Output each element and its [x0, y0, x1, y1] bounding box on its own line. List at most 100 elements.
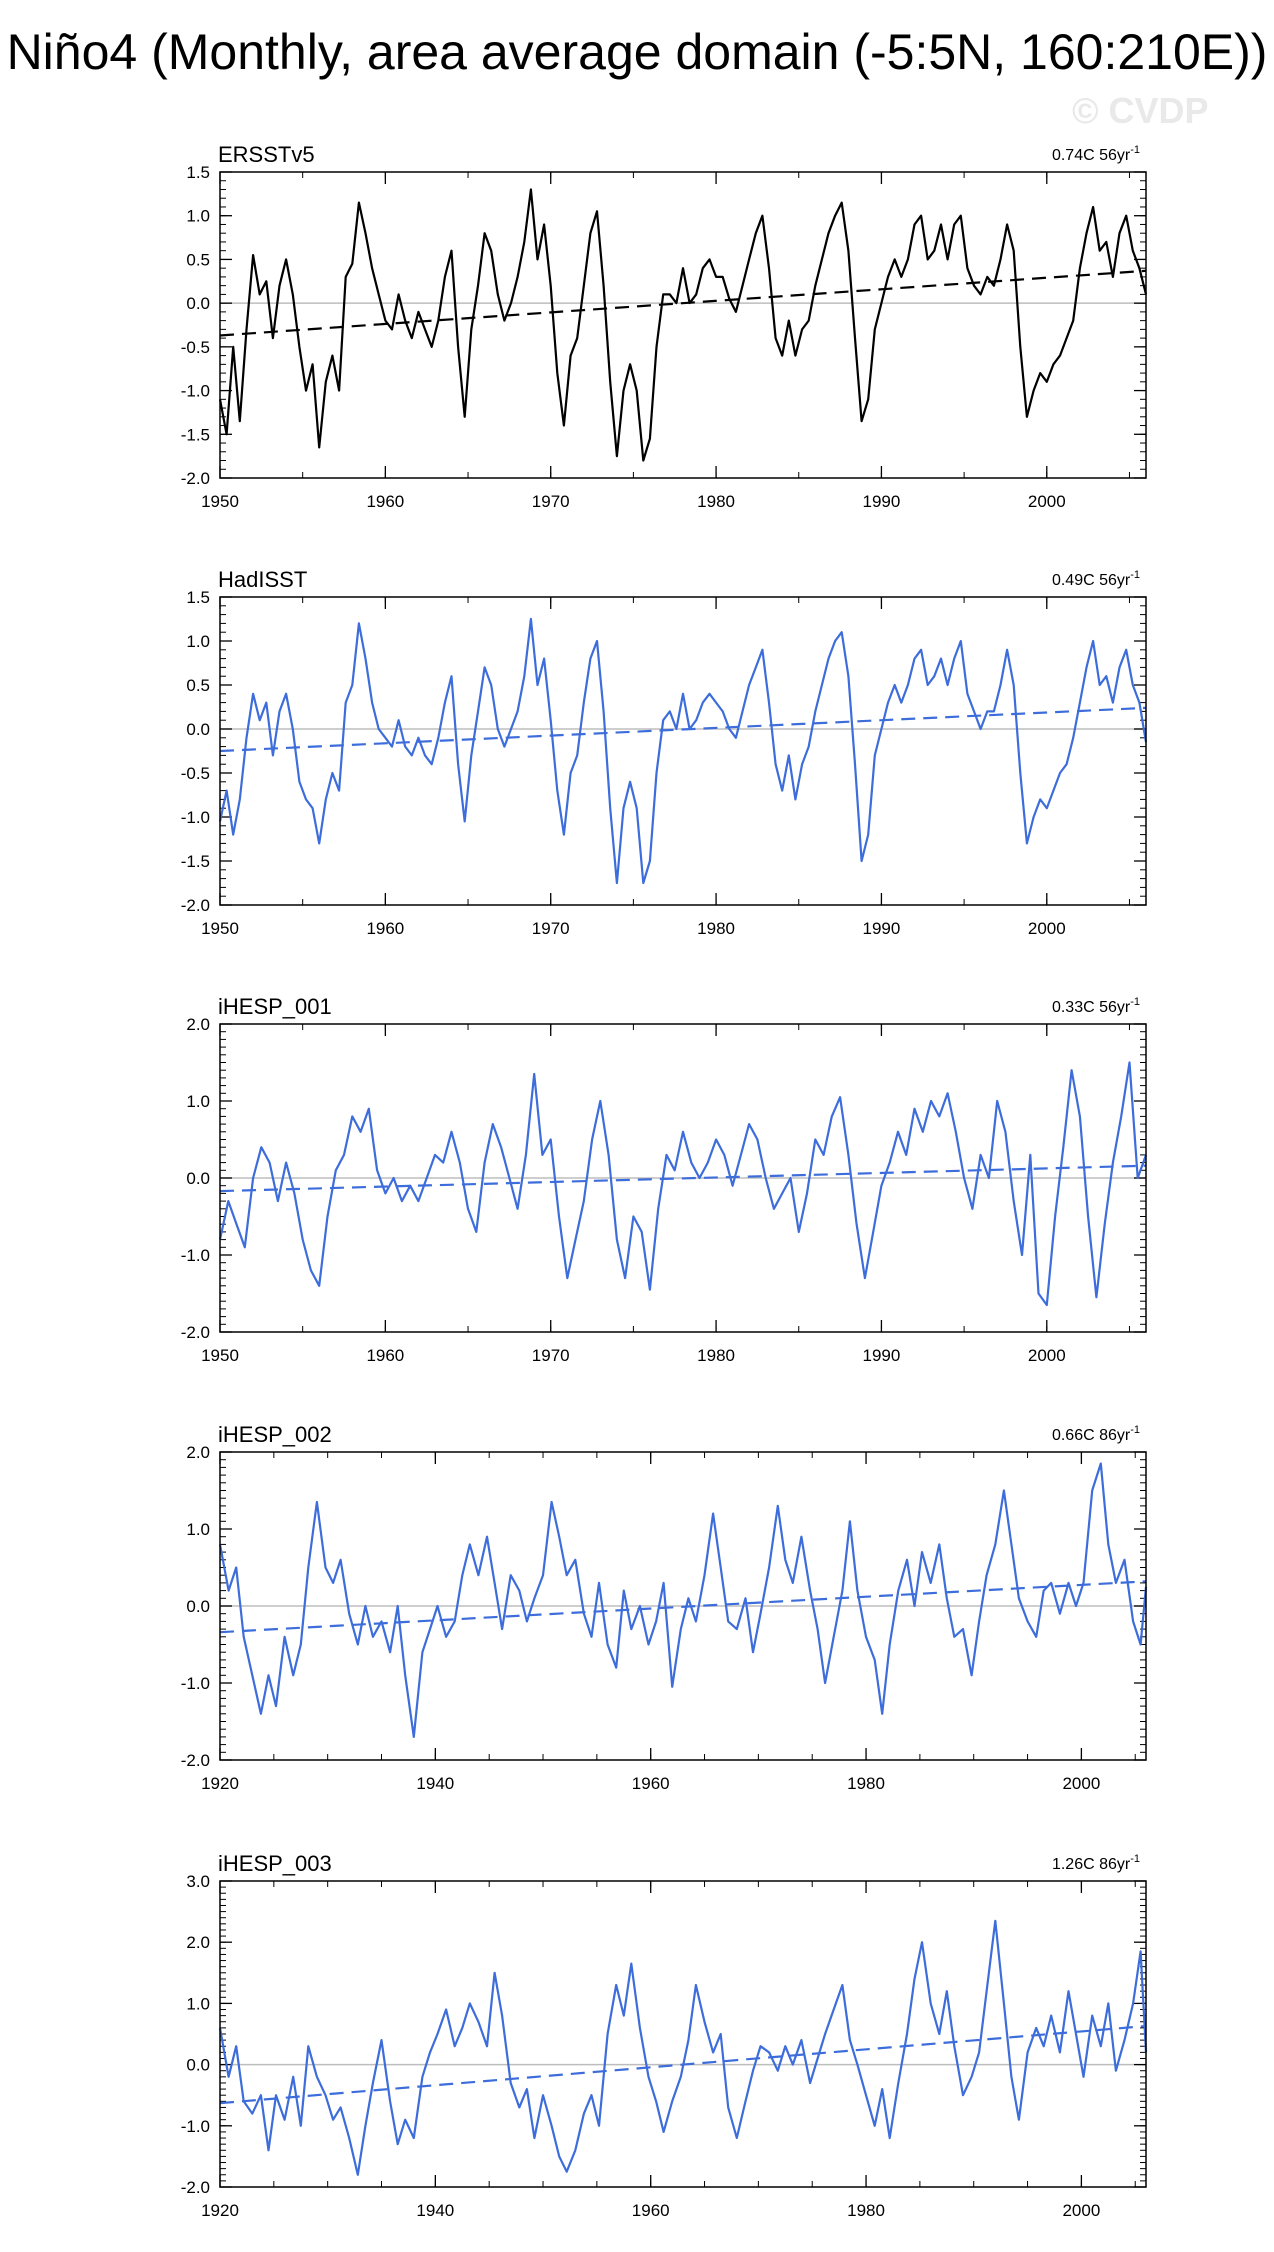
y-tick-label: 1.0 [186, 1520, 210, 1539]
y-tick-label: -1.0 [181, 2117, 210, 2136]
trend-value: 0.74C 56yr [1052, 147, 1131, 164]
y-tick-label: 1.0 [186, 1092, 210, 1111]
trend-label: 0.74C 56yr-1 [1052, 144, 1140, 164]
trend-exponent: -1 [1130, 996, 1140, 1008]
series-line [218, 1061, 1148, 1307]
x-tick-label: 1970 [532, 492, 570, 511]
x-tick-label: 1950 [201, 1346, 239, 1365]
y-tick-label: 0.0 [186, 1169, 210, 1188]
x-tick-label: 1990 [863, 492, 901, 511]
trend-label: 0.33C 56yr-1 [1052, 996, 1140, 1016]
series-line [218, 617, 1148, 885]
y-tick-label: 1.5 [186, 163, 210, 182]
x-tick-label: 1960 [366, 919, 404, 938]
y-tick-label: 0.0 [186, 294, 210, 313]
x-tick-label: 1950 [201, 492, 239, 511]
y-tick-label: -2.0 [181, 1751, 210, 1770]
y-tick-label: -1.0 [181, 1674, 210, 1693]
trend-line [219, 269, 1147, 337]
chart-panel-hadisst: -2.0 -1.5 -1.0 -0.5 0.0 0.5 1.0 1.5 1950 1960 1970… [181, 567, 1148, 938]
x-tick-label: 1980 [847, 1774, 885, 1793]
x-tick-label: 1980 [697, 919, 735, 938]
x-tick-label: 1920 [201, 1774, 239, 1793]
trend-label: 0.49C 56yr-1 [1052, 569, 1140, 589]
y-tick-label: 0.5 [186, 676, 210, 695]
y-tick-label: 2.0 [186, 1015, 210, 1034]
y-tick-label: -2.0 [181, 2178, 210, 2197]
trend-line [219, 706, 1147, 753]
y-tick-label: -0.5 [181, 338, 210, 357]
x-tick-label: 1960 [632, 1774, 670, 1793]
x-tick-label: 1920 [201, 2201, 239, 2220]
x-tick-label: 1960 [632, 2201, 670, 2220]
plot-frame [219, 596, 1147, 906]
x-tick-label: 2000 [1028, 1346, 1066, 1365]
trend-line [219, 2024, 1147, 2105]
x-tick-label: 1980 [697, 1346, 735, 1365]
x-tick-label: 1940 [416, 2201, 454, 2220]
panel-title: iHESP_001 [218, 994, 332, 1019]
series-line [218, 188, 1148, 462]
x-tick-label: 2000 [1062, 2201, 1100, 2220]
y-tick-label: -1.0 [181, 382, 210, 401]
chart-panel-ersstv5: -2.0 -1.5 -1.0 -0.5 0.0 0.5 1.0 1.5 1950 1960 1970… [181, 142, 1148, 511]
chart-panel-ihesp_002: -2.0 -1.0 0.0 1.0 2.0 1920 1940 1960 1980 2000 iHE… [181, 1422, 1148, 1793]
plot-frame [219, 1451, 1147, 1761]
y-tick-label: 0.5 [186, 250, 210, 269]
trend-line [219, 1164, 1147, 1193]
y-tick-label: 0.0 [186, 2056, 210, 2075]
y-tick-label: 3.0 [186, 1872, 210, 1891]
y-tick-label: -2.0 [181, 469, 210, 488]
trend-exponent: -1 [1130, 144, 1140, 156]
trend-value: 1.26C 86yr [1052, 1856, 1131, 1873]
x-tick-label: 1960 [366, 492, 404, 511]
y-tick-label: 1.0 [186, 207, 210, 226]
x-tick-label: 1970 [532, 919, 570, 938]
x-tick-label: 1990 [863, 1346, 901, 1365]
x-tick-label: 1990 [863, 919, 901, 938]
panel-title: iHESP_003 [218, 1851, 332, 1876]
y-tick-label: 2.0 [186, 1933, 210, 1952]
y-tick-label: 0.0 [186, 720, 210, 739]
panel-title: ERSSTv5 [218, 142, 315, 167]
y-tick-label: 2.0 [186, 1443, 210, 1462]
panel-title: iHESP_002 [218, 1422, 332, 1447]
x-tick-label: 1970 [532, 1346, 570, 1365]
trend-label: 0.66C 86yr-1 [1052, 1424, 1140, 1444]
trend-line [219, 1580, 1147, 1634]
cvdp-watermark: © CVDP [1072, 90, 1209, 131]
x-tick-label: 1950 [201, 919, 239, 938]
y-tick-label: -1.0 [181, 1246, 210, 1265]
series-line [218, 1919, 1148, 2176]
y-tick-label: 1.0 [186, 632, 210, 651]
trend-label: 1.26C 86yr-1 [1052, 1853, 1140, 1873]
y-tick-label: 0.0 [186, 1597, 210, 1616]
x-tick-label: 1940 [416, 1774, 454, 1793]
plot-frame [219, 1023, 1147, 1333]
trend-exponent: -1 [1130, 569, 1140, 581]
x-tick-label: 1960 [366, 1346, 404, 1365]
y-tick-label: 1.0 [186, 1994, 210, 2013]
trend-value: 0.66C 86yr [1052, 1427, 1131, 1444]
y-tick-label: -1.5 [181, 425, 210, 444]
figure-title: Niño4 (Monthly, area average domain (-5:… [6, 24, 1268, 80]
y-tick-label: -2.0 [181, 896, 210, 915]
plot-frame [219, 171, 1147, 479]
trend-value: 0.33C 56yr [1052, 999, 1131, 1016]
x-tick-label: 2000 [1028, 919, 1066, 938]
series-line [218, 1462, 1148, 1738]
y-tick-label: 1.5 [186, 588, 210, 607]
y-tick-label: -1.5 [181, 852, 210, 871]
chart-panel-ihesp_003: -2.0 -1.0 0.0 1.0 2.0 3.0 1920 1940 1960 1980 2000… [181, 1851, 1148, 2220]
y-tick-label: -1.0 [181, 808, 210, 827]
trend-exponent: -1 [1130, 1424, 1140, 1436]
x-tick-label: 2000 [1062, 1774, 1100, 1793]
chart-panel-ihesp_001: -2.0 -1.0 0.0 1.0 2.0 1950 1960 1970 1980 1990 200… [181, 994, 1148, 1365]
x-tick-label: 1980 [697, 492, 735, 511]
x-tick-label: 2000 [1028, 492, 1066, 511]
plot-frame [219, 1880, 1147, 2188]
x-tick-label: 1980 [847, 2201, 885, 2220]
trend-value: 0.49C 56yr [1052, 572, 1131, 589]
y-tick-label: -2.0 [181, 1323, 210, 1342]
